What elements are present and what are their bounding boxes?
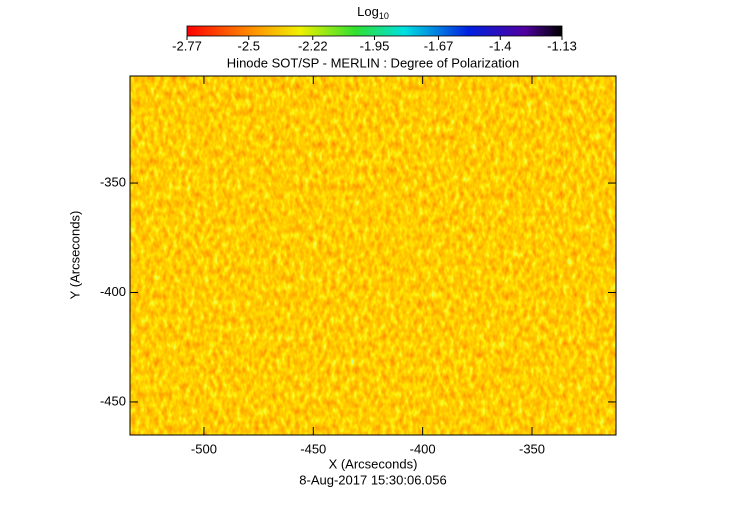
colorbar-tick-label: -1.4 [489,38,511,53]
x-tick-label: -450 [300,441,326,456]
colorbar-tick-label: -1.13 [547,38,577,53]
colorbar-label-sub: 10 [379,11,389,21]
colorbar-label: Log10 [357,4,389,21]
x-tick-label: -400 [410,441,436,456]
y-axis-label: Y (Arcseconds) [67,211,82,300]
x-axis-label: X (Arcseconds) [329,456,418,471]
colorbar [186,25,563,37]
colorbar-label-text: Log [357,4,379,19]
x-tick-label: -500 [191,441,217,456]
y-tick-label: -350 [100,174,126,189]
heatmap-image [130,76,616,435]
colorbar-tick-label: -1.95 [360,38,390,53]
colorbar-tick-label: -2.22 [298,38,328,53]
colorbar-tick-label: -1.67 [424,38,454,53]
footer-date: 8-Aug-2017 15:30:06.056 [299,472,446,487]
x-tick-label: -350 [519,441,545,456]
y-tick-label: -400 [100,284,126,299]
chart-title: Hinode SOT/SP - MERLIN : Degree of Polar… [227,55,519,70]
colorbar-tick-label: -2.5 [238,38,260,53]
plot-frame [129,75,617,436]
colorbar-tick-label: -2.77 [172,38,202,53]
y-tick-label: -450 [100,393,126,408]
